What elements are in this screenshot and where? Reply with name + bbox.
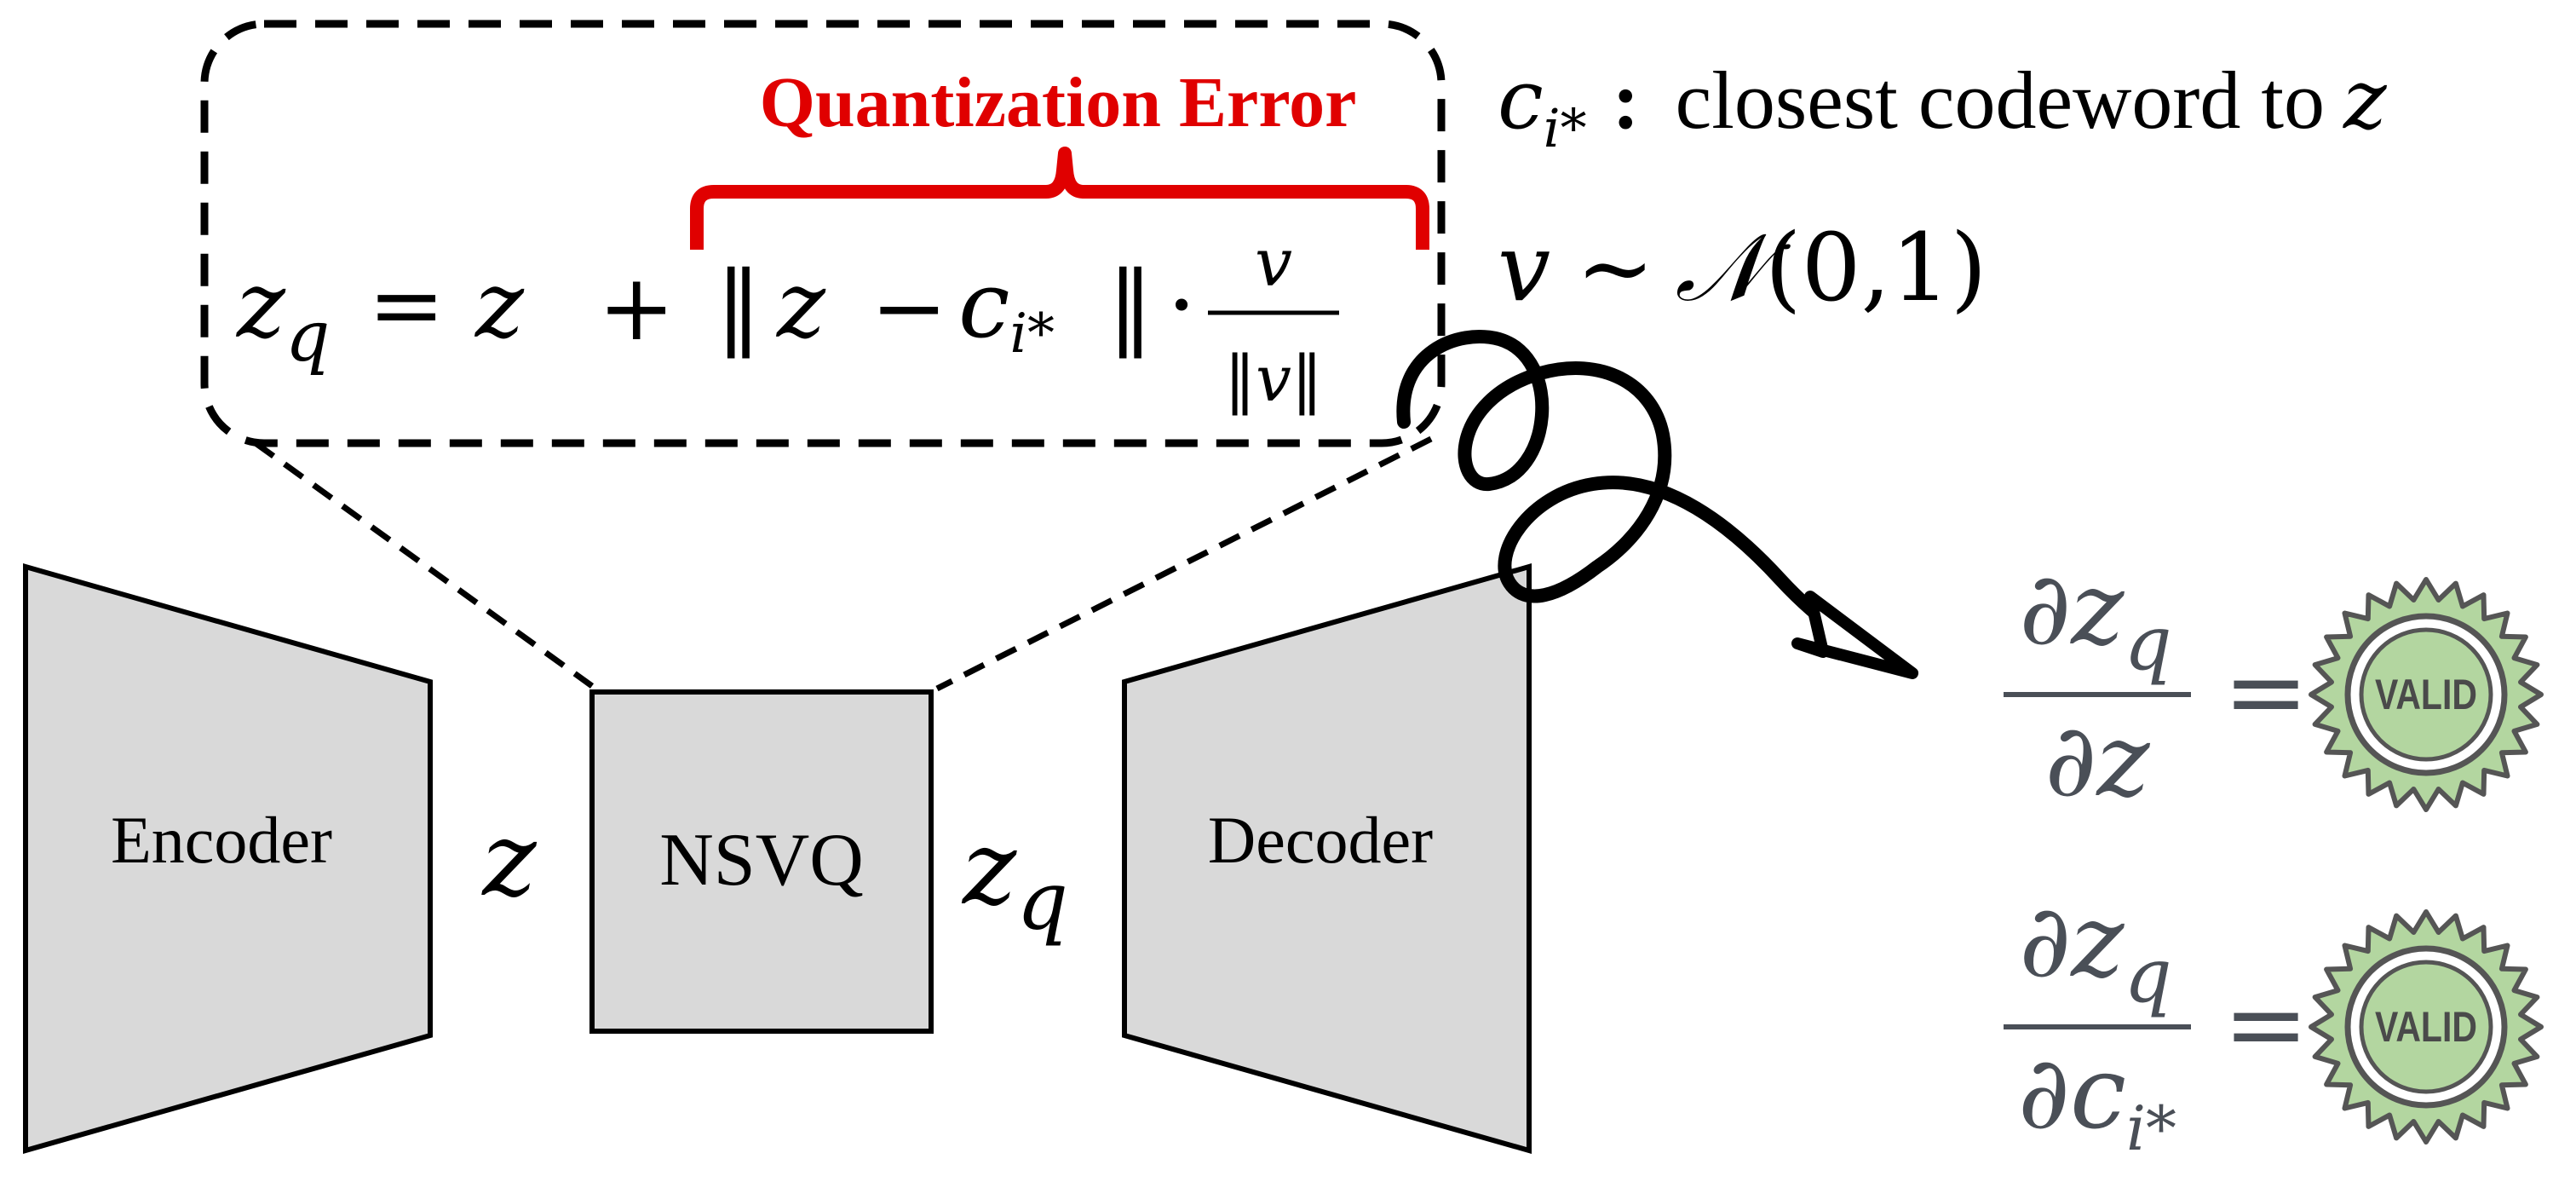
gradients-group: ∂zq ∂z = VALID ∂zq ∂ci* = VALID (2004, 550, 2544, 1164)
badge-label: VALID (2375, 1003, 2477, 1051)
encoder-block (23, 563, 433, 1154)
zq-variable: zq (961, 810, 1068, 948)
formula-norm-open: ‖ (716, 252, 762, 359)
v-definition: v ~ 𝒩(0,1) (1498, 213, 1987, 322)
formula-lhs: z (235, 252, 286, 359)
gradient-equals: = (2223, 966, 2309, 1084)
quantization-error-brace (690, 147, 1429, 250)
decoder-block (1122, 563, 1532, 1154)
nsvq-block (589, 689, 934, 1034)
svg-text:zq: zq (235, 252, 330, 378)
formula-frac-num: v (1255, 225, 1292, 302)
formula-minus: − (871, 255, 948, 361)
ci-definition: ci*: closest codeword to z (1498, 52, 2388, 159)
noise-loop-arrow (1396, 330, 1879, 659)
formula-plus: + (598, 255, 676, 361)
gradient-numerator: ∂zq (2019, 550, 2172, 687)
badge-inner (2359, 960, 2493, 1094)
gradient-row: ∂zq ∂z = VALID (2004, 550, 2544, 819)
z-variable: z (480, 801, 537, 920)
formula-frac-den: ‖v‖ (1224, 343, 1323, 416)
formula-equals: = (368, 252, 446, 359)
formula-norm-close: ‖ (1107, 252, 1153, 359)
zoom-connector-right (935, 435, 1433, 692)
gradient-denominator: ∂z (2044, 701, 2150, 819)
gradient-equals: = (2223, 633, 2309, 752)
svg-text:ci*: ci* (958, 252, 1055, 366)
gradient-denominator: ∂ci* (2018, 1034, 2176, 1164)
noise-arrowhead (1791, 591, 1918, 679)
gradient-row: ∂zq ∂ci* = VALID (2004, 882, 2544, 1164)
nsvq-formula: zq = z + ‖ z − ci* ‖ · v ‖v‖ (235, 225, 1339, 416)
formula-dot: · (1167, 252, 1196, 359)
formula-c: c (958, 252, 1010, 359)
encoder-label: Encoder (111, 803, 332, 877)
formula-zoom-box (200, 20, 1446, 447)
badge-inner (2359, 627, 2493, 762)
formula-z-in-norm: z (775, 252, 826, 359)
gradient-numerator: ∂zq (2019, 882, 2172, 1019)
valid-badge-icon: VALID (2309, 909, 2544, 1145)
valid-badge-icon: VALID (2309, 577, 2544, 812)
quantization-error-label: Quantization Error (760, 63, 1357, 142)
formula-z: z (474, 252, 525, 359)
badge-label: VALID (2375, 671, 2477, 718)
decoder-label: Decoder (1208, 803, 1433, 877)
nsvq-label: NSVQ (659, 819, 864, 902)
